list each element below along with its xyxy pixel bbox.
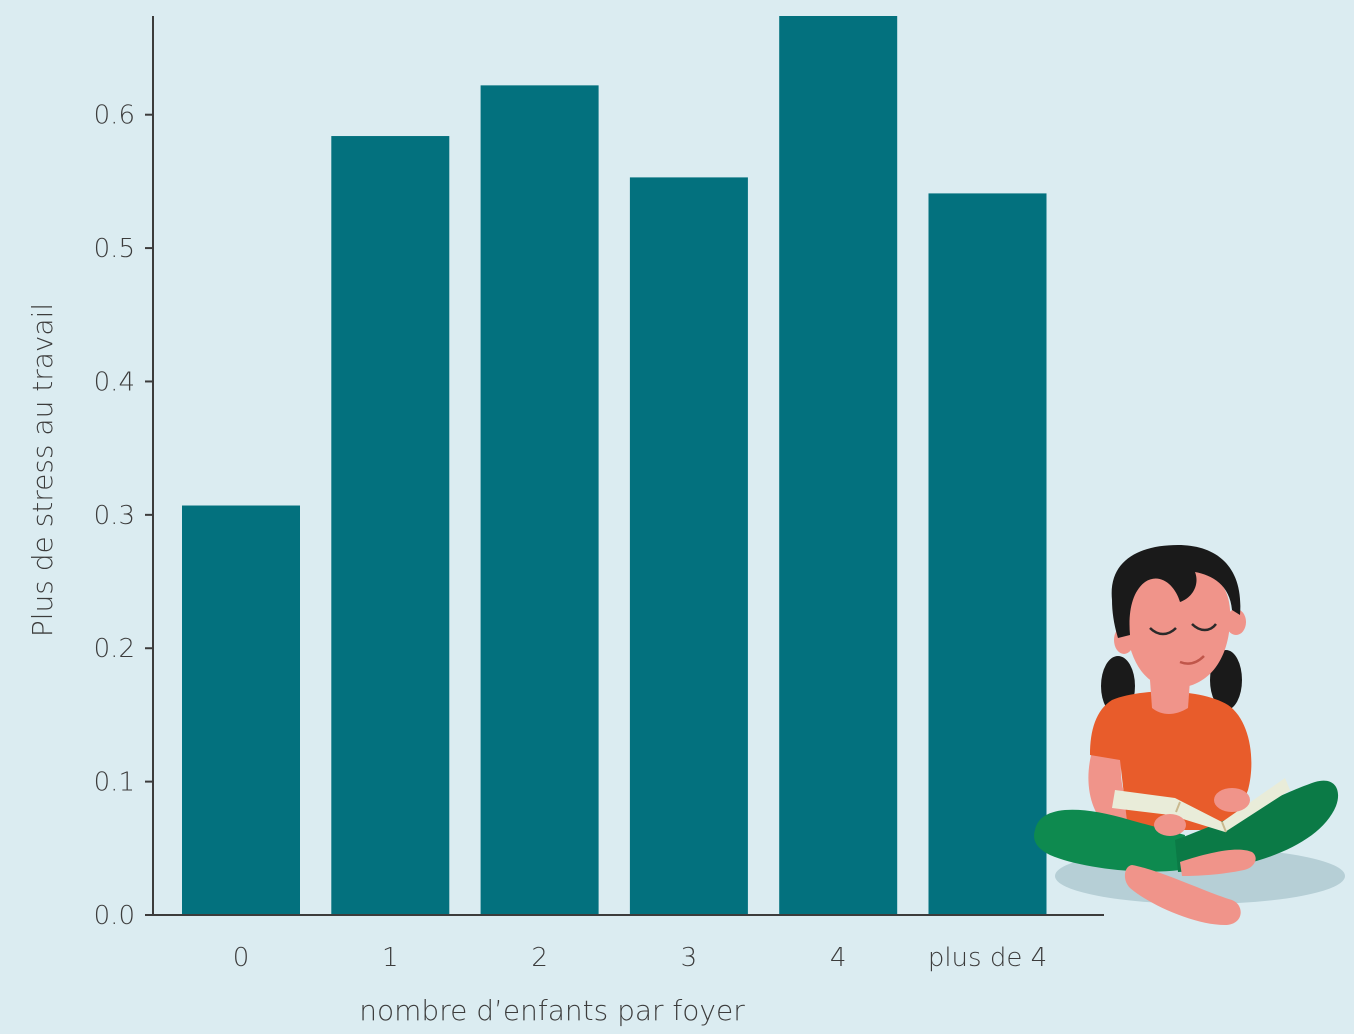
bar-2 [480,85,599,915]
girl-reading-book-icon [1034,545,1345,925]
bars-group [182,16,1047,916]
x-tick-label: 4 [830,943,847,973]
hair-pigtail-right [1210,650,1242,710]
y-tick-label: 0.2 [94,634,135,664]
x-ticks-group: 0 1 2 3 4 plus de 4 [233,943,1047,973]
x-tick-label: 1 [382,943,399,973]
leg-right [1175,780,1339,872]
y-tick-label: 0.1 [94,768,135,798]
foot-right [1180,849,1256,876]
y-ticks-group: 0.0 0.1 0.2 0.3 0.4 0.5 0.6 [94,101,153,931]
neck [1150,680,1190,714]
y-tick-label: 0.5 [94,234,135,264]
y-tick-label: 0.0 [94,901,135,931]
mouth [1179,655,1205,665]
bar-4 [779,16,898,915]
bar-0 [182,505,300,915]
x-tick-label: plus de 4 [928,943,1047,973]
bar-3 [629,177,748,915]
hand-right [1214,788,1250,812]
book-page-lines [1175,801,1227,833]
x-axis-label: nombre d’enfants par foyer [359,994,745,1027]
book [1112,778,1290,832]
y-tick-label: 0.4 [94,367,135,397]
y-axis-label: Plus de stress au travail [26,303,59,637]
x-tick-label: 0 [233,943,250,973]
ear-right [1226,609,1246,635]
y-tick-label: 0.6 [94,101,135,131]
eye-left [1149,627,1177,636]
x-tick-label: 3 [681,943,698,973]
leg-left [1034,809,1185,872]
bar-1 [331,136,450,916]
bar-plus-de-4 [928,193,1047,915]
x-tick-label: 2 [531,943,548,973]
hand-left [1154,814,1186,836]
y-tick-label: 0.3 [94,501,135,531]
eye-right [1191,623,1217,632]
foot-left [1124,865,1241,925]
hair [1111,545,1241,638]
